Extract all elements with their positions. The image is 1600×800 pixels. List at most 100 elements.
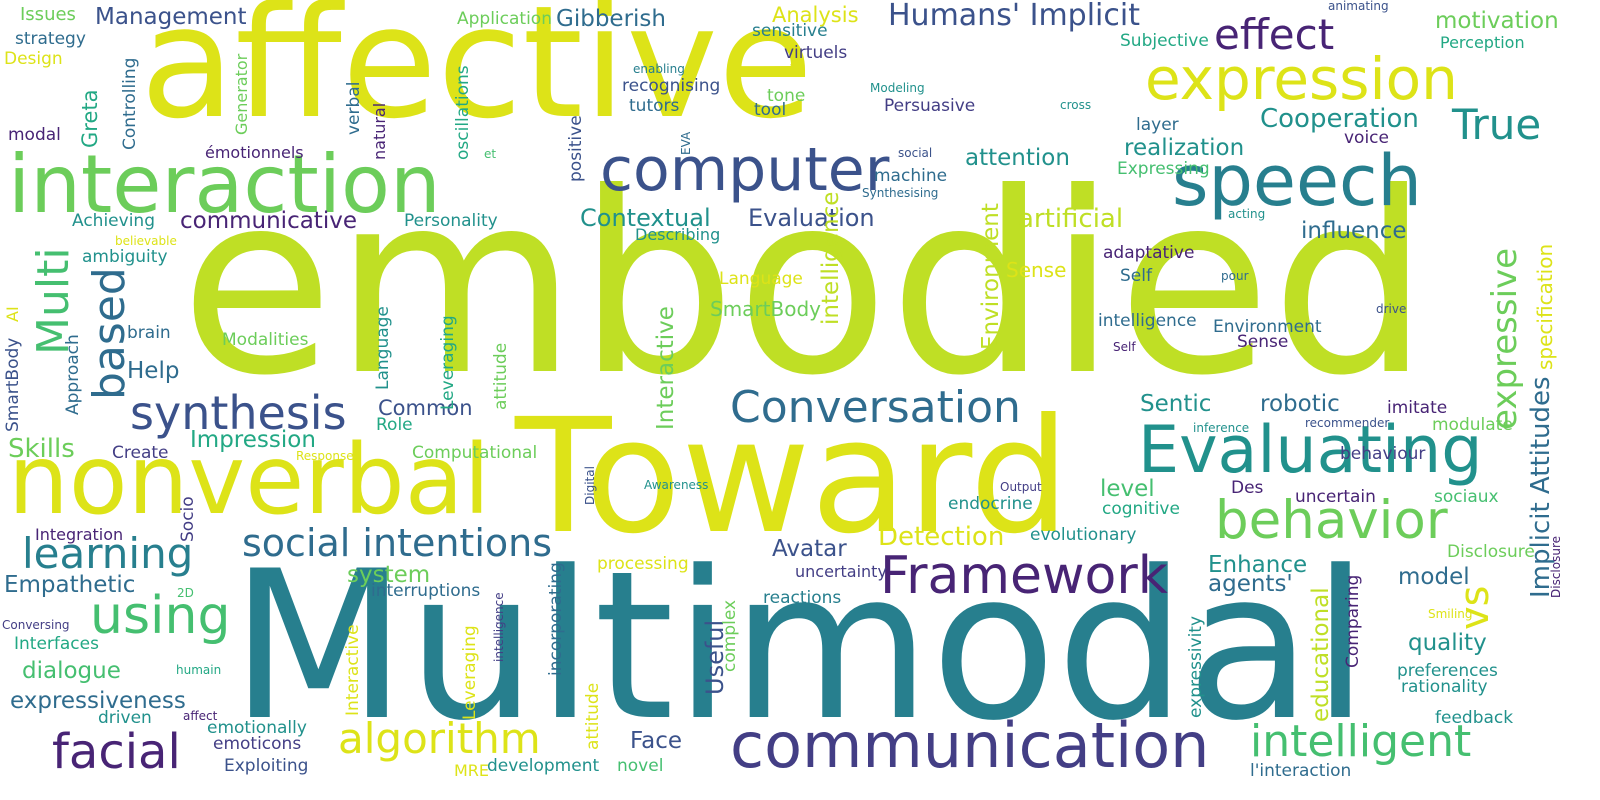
word-complex: uncertainty — [795, 562, 887, 581]
word-framework: Framework — [880, 546, 1168, 606]
word-uncertainty: processing — [597, 554, 689, 574]
word-environment: Interactive — [653, 306, 679, 430]
word-social: SmartBody — [710, 297, 821, 321]
word-novel: novel — [617, 756, 664, 776]
word-face: Face — [630, 728, 683, 754]
word-evaluation: Evaluation — [748, 204, 875, 232]
word-digital: Self — [1113, 340, 1136, 354]
word-brain: brain — [127, 323, 171, 343]
word-useful: reactions — [763, 588, 842, 608]
word-machine: Modalities — [222, 330, 309, 350]
word-2d: Output — [1000, 480, 1042, 494]
word-eva: Analysis — [772, 3, 859, 27]
word-multimodal: Multimodal — [230, 528, 1369, 766]
word-emotionnels: émotionnels — [205, 143, 304, 162]
word-preferences: preferences — [1397, 661, 1498, 681]
word-common: Common — [378, 396, 473, 420]
word-evolutionary: evolutionary — [1030, 525, 1137, 545]
word-artificial: artificial — [1018, 204, 1124, 234]
word-reactions: incorporating — [546, 562, 566, 676]
word-using: using — [90, 586, 231, 646]
word-perception: et — [484, 147, 497, 161]
word-issues: Issues — [20, 4, 76, 25]
word-realization: realization — [1124, 135, 1245, 161]
word-imitate: imitate — [1387, 398, 1448, 418]
word-computer: computer — [600, 135, 890, 205]
word-rationality: rationality — [1401, 677, 1488, 697]
word-behavior: behavior — [1215, 490, 1448, 551]
word-cooperation: Cooperation — [1260, 104, 1419, 134]
word-sensitive: voice — [1344, 128, 1389, 148]
word-modal: modal — [8, 125, 61, 145]
word-influence: SmartBody — [3, 337, 23, 432]
word-level: level — [1100, 476, 1155, 502]
word-socio: Awareness — [644, 478, 709, 492]
word-tone: Expressing — [1117, 159, 1210, 179]
word-embodied: embodied — [180, 139, 1430, 430]
word-mre: MRE — [454, 761, 490, 780]
word-contextual: Contextual — [580, 204, 711, 232]
word-personality: Approach — [63, 334, 83, 415]
word-layer: Describing — [635, 225, 721, 244]
word-gibberish: Gibberish — [556, 6, 666, 32]
word-smartbody: Conversing — [2, 618, 70, 632]
word-ambiguity: ambiguity — [82, 247, 168, 267]
word-cognitive: cognitive — [1102, 499, 1180, 519]
word-behaviour: behaviour — [1340, 444, 1426, 464]
word-design: Design — [4, 49, 63, 69]
word-linteraction: l'interaction — [1250, 761, 1352, 781]
word-cross: tone — [767, 86, 806, 106]
word-attention: attention — [965, 145, 1070, 171]
word-communicative: communicative — [180, 208, 357, 234]
word-emoticons: emoticons — [213, 734, 302, 754]
word-humain: Computational — [412, 443, 538, 463]
word-agents: agents' — [1208, 571, 1293, 597]
word-vs: vs — [1452, 585, 1498, 630]
word-application: positive — [566, 115, 586, 182]
word-sense: intelligence — [818, 191, 844, 325]
word-sentic: Sentic — [1140, 391, 1212, 417]
word-intelligence: attitude — [491, 342, 511, 410]
word-tutors: machine — [874, 166, 948, 186]
word-adaptative: Environment — [978, 203, 1004, 350]
word-interaction: interaction — [8, 138, 441, 231]
word-envelope: Application — [457, 9, 552, 29]
word-create: inference — [1193, 421, 1250, 435]
word-expressive: expressive — [1485, 247, 1525, 430]
word-et: virtuels — [784, 43, 848, 63]
word-inference: Sense — [1237, 332, 1289, 352]
word-generator: enabling — [633, 62, 685, 76]
word-achieving: Achieving — [72, 211, 155, 231]
word-algorithm: algorithm — [338, 714, 541, 763]
word-evaluating: Evaluating — [1138, 413, 1483, 488]
word-avatar: Avatar — [772, 536, 847, 562]
word-persuasive: Personality — [404, 211, 498, 231]
word-enabling: recognising — [622, 76, 721, 96]
word-detection: Detection — [878, 522, 1005, 552]
word-describing: AI — [3, 306, 22, 322]
word-verbal: via — [781, 63, 802, 79]
word-social-intentions: social intentions — [242, 521, 553, 565]
word-recognising: Synthesising — [862, 186, 939, 200]
word-processing: Leveraging — [460, 625, 480, 720]
word-ai: Socio — [178, 496, 198, 542]
word-subjective: oscillations — [453, 65, 473, 160]
word-toward: Toward — [515, 385, 1070, 569]
word-effect: effect — [1214, 10, 1335, 59]
word-affective: affective — [140, 0, 814, 153]
word-enhance: Enhance — [1208, 552, 1308, 578]
word-true: True — [1452, 100, 1542, 149]
word-affect: Create — [112, 443, 169, 463]
word-motivation: verbal — [344, 81, 364, 135]
word-intelligent: intelligent — [1250, 716, 1472, 767]
word-management: Management — [95, 4, 247, 30]
word-des: Des — [1231, 478, 1264, 498]
word-language: humain — [176, 663, 222, 677]
word-self: Sense — [1006, 258, 1067, 282]
word-pour: Self — [1120, 266, 1152, 286]
word-gestures: Subjective — [1120, 31, 1209, 51]
word-smiling: Smiling — [1428, 607, 1473, 621]
word-positive: tutors — [629, 96, 680, 116]
word-expressing: Language — [373, 306, 393, 390]
